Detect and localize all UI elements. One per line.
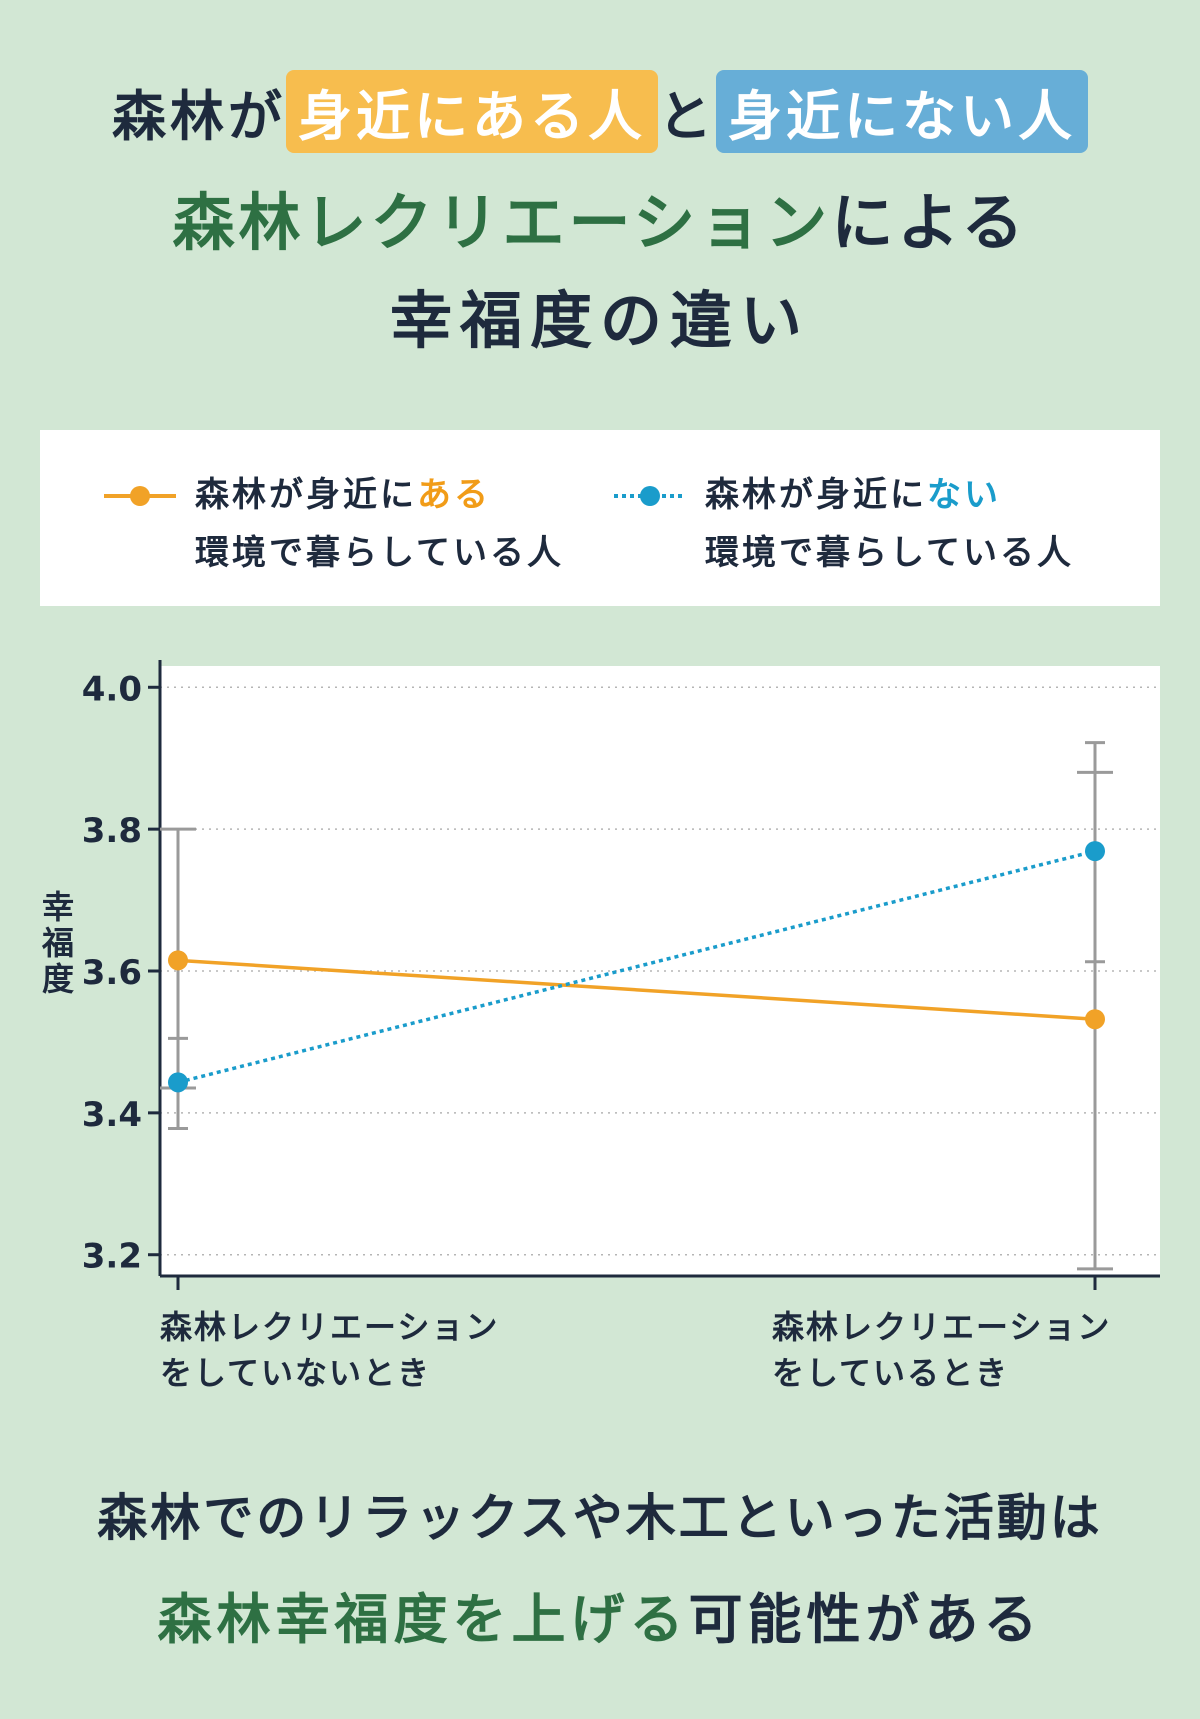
x-tick-label: 森林レクリエーション [160,1308,499,1346]
legend-far-accent: ない [927,475,1001,515]
header-line-3: 幸福度の違い [389,284,810,357]
y-axis-label: 度 [42,960,74,998]
conclusion-highlight: 森林幸福度を上げる [157,1588,689,1651]
highlight-near-forest: 身近にある人 [286,70,658,153]
header-line-2: 森林レクリエーションによる [0,172,1200,262]
data-point [168,1072,188,1093]
legend-near-prefix: 森林が身近に [195,475,417,515]
legend-far-prefix: 森林が身近に [705,475,927,515]
y-axis-label: 福 [41,924,74,962]
series-line-0 [177,958,1096,1021]
highlight-far-forest: 身近にない人 [716,70,1088,153]
plot-area [160,666,1160,1276]
data-point [1085,1009,1105,1030]
y-tick-label: 3.6 [82,953,142,993]
header-by: による [831,186,1028,259]
x-tick-label: をしていないとき [160,1354,431,1392]
legend-far-line2: 環境で暮らしている人 [705,533,1074,573]
conclusion-line-2: 森林幸福度を上げる可能性がある [0,1575,1200,1654]
header-mid: と [658,85,716,148]
header-recreation: 森林レクリエーション [172,186,832,259]
header-line-1: 森林が 身近にある人と身近にない人 [0,70,1200,153]
data-point [168,950,188,971]
legend-line-dotted-icon [614,486,686,506]
conclusion-rest: 可能性がある [688,1588,1043,1651]
data-point [1085,841,1105,862]
legend-line-solid-icon [104,486,176,506]
y-tick-label: 3.2 [82,1237,142,1277]
y-axis-label: 幸 [42,888,74,926]
legend: 森林が身近にある 環境で暮らしている人 森林が身近にない 環境で暮らしている人 [40,430,1160,606]
legend-near-accent: ある [417,475,491,515]
legend-near-line2: 環境で暮らしている人 [195,533,564,573]
x-tick-label: 森林レクリエーション [772,1308,1111,1346]
y-tick-label: 3.4 [82,1095,142,1135]
y-tick-label: 4.0 [82,669,142,709]
y-tick-label: 3.8 [82,811,142,851]
conclusion-line-1: 森林でのリラックスや木工といった活動は [97,1489,1103,1547]
x-tick-label: をしているとき [772,1354,1009,1392]
header-prefix: 森林が [112,85,286,148]
line-chart: 3.23.43.63.84.0幸福度森林レクリエーションをしていないとき森林レク… [41,660,1160,1392]
series-line-1 [177,849,1096,1085]
